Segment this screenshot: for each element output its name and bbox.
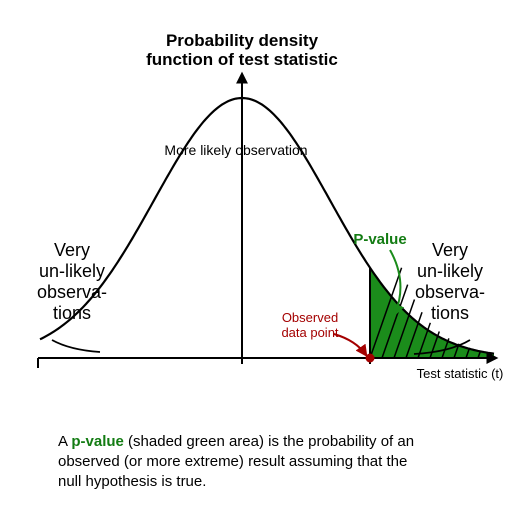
observed-arrow (334, 334, 366, 355)
x-axis-label: Test statistic (t) (417, 366, 504, 381)
diagram-svg: Probability densityfunction of test stat… (0, 0, 512, 519)
observed-label: Observeddata point (281, 310, 338, 340)
more-likely-label: More likely observation (164, 142, 307, 158)
title: Probability densityfunction of test stat… (146, 31, 338, 69)
very-unlikely-left: Veryun-likelyobserva-tions (37, 240, 107, 323)
observed-point (366, 354, 375, 363)
very-unlikely-right: Veryun-likelyobserva-tions (415, 240, 485, 323)
p-value-label: P-value (353, 231, 406, 248)
caption: A p-value (shaded green area) is the pro… (58, 433, 414, 490)
density-curve (40, 98, 494, 354)
left-tail-arc (52, 340, 100, 352)
